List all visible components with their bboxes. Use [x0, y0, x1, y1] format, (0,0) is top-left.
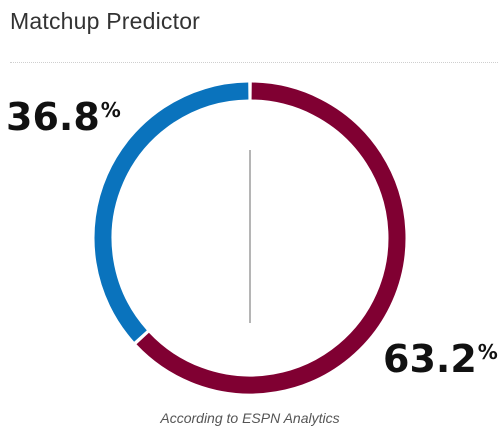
away-percent-symbol: % — [100, 98, 121, 122]
home-percentage: 63.2% — [383, 340, 498, 378]
home-percent-symbol: % — [477, 340, 498, 364]
home-percentage-value: 63.2 — [383, 337, 477, 381]
source-note: According to ESPN Analytics — [160, 410, 340, 426]
away-percentage-value: 36.8 — [6, 95, 100, 139]
away-win-probability-arc — [94, 82, 249, 342]
away-percentage: 36.8% — [6, 98, 121, 136]
home-win-probability-arc — [136, 82, 406, 394]
title-divider — [10, 62, 498, 63]
card-title: Matchup Predictor — [10, 8, 201, 34]
